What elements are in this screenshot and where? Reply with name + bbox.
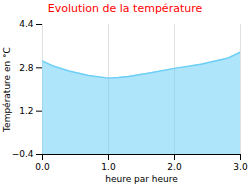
svg-text:3.0: 3.0 (233, 162, 248, 172)
svg-text:1.0: 1.0 (101, 162, 116, 172)
svg-text:2.0: 2.0 (167, 162, 182, 172)
svg-text:0.0: 0.0 (35, 162, 50, 172)
svg-text:Température en °C: Température en °C (2, 47, 12, 133)
svg-text:2.8: 2.8 (19, 63, 34, 73)
svg-text:heure par heure: heure par heure (105, 174, 178, 184)
svg-text:1.2: 1.2 (19, 106, 33, 116)
svg-text:−0.4: −0.4 (12, 149, 34, 159)
svg-text:4.4: 4.4 (19, 19, 34, 29)
html-text:Evolution de la température: Evolution de la température (47, 2, 203, 15)
